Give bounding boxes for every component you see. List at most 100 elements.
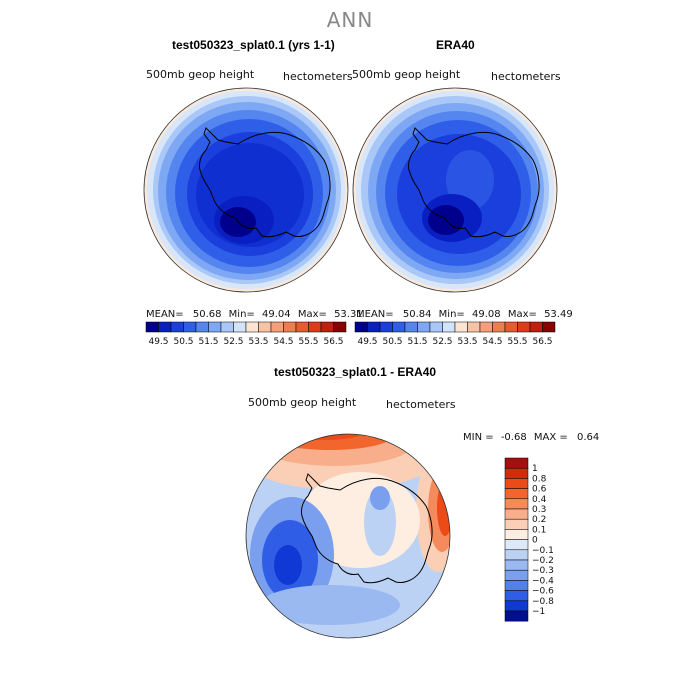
panel-1-stats: MEAN= 50.68 Min= 49.04 Max= 53.31 xyxy=(146,309,363,320)
colorbar-diff-swatch-6 xyxy=(504,518,529,530)
colorbar-diff-swatch-13 xyxy=(504,590,529,602)
colorbar-panel-2-swatch-3 xyxy=(392,321,406,333)
panel-3-title: test050323_splat0.1 - ERA40 xyxy=(274,365,437,379)
panel-1-units: hectometers xyxy=(283,70,353,83)
colorbar-diff-swatch-11 xyxy=(504,569,529,581)
colorbar-panel-2-swatch-2 xyxy=(379,321,393,333)
colorbar-panel-1-label-2: 51.5 xyxy=(198,337,218,347)
colorbar-diff-label-6: 0.1 xyxy=(532,525,546,535)
colorbar-panel-2-label-0: 49.5 xyxy=(357,337,377,347)
panel-1-title: test050323_splat0.1 (yrs 1-1) xyxy=(172,38,335,52)
panel-3-stats: MIN = -0.68 MAX = 0.64 xyxy=(463,432,599,443)
colorbar-diff-swatch-12 xyxy=(504,580,529,591)
colorbar-panel-1-swatch-13 xyxy=(308,321,322,333)
colorbar-panel-1-swatch-12 xyxy=(295,321,309,333)
figure-title: ANN xyxy=(326,8,374,32)
colorbar-panel-1-swatch-10 xyxy=(270,321,284,333)
colorbar-diff-swatch-7 xyxy=(504,529,529,540)
panel-2-map xyxy=(352,87,558,293)
panel-2-max-label: Max= xyxy=(507,309,537,320)
colorbar-panel-2-swatch-4 xyxy=(404,321,418,333)
colorbar-panel-1-label-6: 55.5 xyxy=(298,337,318,347)
colorbar-diff-swatch-14 xyxy=(504,600,529,612)
colorbar-diff-swatch-5 xyxy=(504,508,529,520)
colorbar-diff-label-10: −0.3 xyxy=(532,566,554,576)
colorbar-panel-1-label-3: 52.5 xyxy=(223,337,243,347)
colorbar-diff-swatch-15 xyxy=(504,610,529,622)
panel-2-mean: 50.84 xyxy=(402,309,432,320)
panel-2-title: ERA40 xyxy=(436,38,475,52)
panel-1-mean: 50.68 xyxy=(192,309,222,320)
panel-3-max: 0.64 xyxy=(576,432,600,443)
colorbar-panel-1-label-5: 54.5 xyxy=(273,337,293,347)
colorbar-panel-2-swatch-14 xyxy=(529,321,543,333)
colorbar-diff-label-4: 0.3 xyxy=(532,505,546,515)
colorbar-diff: 10.80.60.40.30.20.10−0.1−0.2−0.3−0.4−0.6… xyxy=(504,457,554,622)
panel-1-map xyxy=(143,87,349,293)
colorbar-diff-swatch-3 xyxy=(504,488,529,500)
colorbar-panel-2-label-2: 51.5 xyxy=(407,337,427,347)
colorbar-panel-1: 49.5 50.5 51.5 52.5 53.5 54.5 55.5 56.5 xyxy=(145,321,347,347)
colorbar-panel-1-swatch-5 xyxy=(208,321,222,333)
colorbar-panel-2-label-1: 50.5 xyxy=(382,337,402,347)
colorbar-panel-1-swatch-2 xyxy=(170,321,184,333)
colorbar-diff-label-9: −0.2 xyxy=(532,556,554,566)
colorbar-diff-label-8: −0.1 xyxy=(532,546,554,556)
panel-1-border xyxy=(143,87,349,293)
colorbar-panel-2: 49.5 50.5 51.5 52.5 53.5 54.5 55.5 56.5 xyxy=(354,321,556,347)
panel-3-center-neg-2 xyxy=(370,486,390,510)
colorbar-diff-swatch-8 xyxy=(504,539,529,551)
colorbar-diff-label-5: 0.2 xyxy=(532,515,546,525)
colorbar-panel-2-swatch-12 xyxy=(504,321,518,333)
colorbar-diff-label-14: −1 xyxy=(532,607,545,617)
colorbar-panel-1-swatch-0 xyxy=(145,321,159,333)
colorbar-diff-label-7: 0 xyxy=(532,536,538,546)
colorbar-panel-2-swatch-10 xyxy=(479,321,493,333)
colorbar-panel-1-swatch-9 xyxy=(258,321,272,333)
colorbar-panel-2-label-5: 54.5 xyxy=(482,337,502,347)
colorbar-panel-1-swatch-14 xyxy=(320,321,334,333)
colorbar-diff-label-12: −0.6 xyxy=(532,587,554,597)
colorbar-panel-1-swatch-15 xyxy=(333,321,347,333)
panel-2-min-label: Min= xyxy=(438,309,465,320)
colorbar-diff-swatch-9 xyxy=(504,549,529,561)
colorbar-diff-label-13: −0.8 xyxy=(532,597,554,607)
panel-2-mean-label: MEAN= xyxy=(356,309,394,320)
colorbar-panel-1-swatch-3 xyxy=(183,321,197,333)
colorbar-diff-swatch-2 xyxy=(504,478,529,489)
panel-3-map xyxy=(245,433,451,639)
panel-3-units: hectometers xyxy=(386,398,456,411)
panel-1-mean-label: MEAN= xyxy=(146,309,184,320)
colorbar-panel-1-label-7: 56.5 xyxy=(323,337,343,347)
panel-3-max-label: MAX = xyxy=(533,432,568,443)
colorbar-panel-2-swatch-7 xyxy=(442,321,456,333)
panel-3-north-pos-4 xyxy=(285,434,365,440)
panel-3-min: -0.68 xyxy=(500,432,527,443)
colorbar-diff-swatch-4 xyxy=(504,498,529,510)
colorbar-panel-2-label-3: 52.5 xyxy=(432,337,452,347)
panel-2-units: hectometers xyxy=(491,70,561,83)
colorbar-diff-swatch-10 xyxy=(504,559,529,571)
panel-1-max: 53.31 xyxy=(334,309,363,320)
colorbar-panel-2-label-6: 55.5 xyxy=(507,337,527,347)
colorbar-panel-1-swatch-1 xyxy=(158,321,172,333)
colorbar-panel-2-swatch-9 xyxy=(467,321,481,333)
colorbar-panel-1-label-0: 49.5 xyxy=(148,337,168,347)
colorbar-panel-2-swatch-6 xyxy=(429,321,443,333)
colorbar-panel-2-label-7: 56.5 xyxy=(532,337,552,347)
colorbar-panel-2-swatch-0 xyxy=(354,321,368,333)
panel-2-variable: 500mb geop height xyxy=(352,68,461,81)
colorbar-diff-swatch-1 xyxy=(504,467,529,479)
panel-1-min: 49.04 xyxy=(261,309,291,320)
colorbar-panel-1-swatch-7 xyxy=(233,321,247,333)
colorbar-panel-2-label-4: 53.5 xyxy=(457,337,477,347)
colorbar-panel-1-swatch-4 xyxy=(195,321,209,333)
colorbar-panel-1-label-4: 53.5 xyxy=(248,337,268,347)
panel-3-east-pos-3 xyxy=(437,480,450,536)
colorbar-diff-swatch-0 xyxy=(504,457,529,469)
colorbar-panel-2-swatch-11 xyxy=(492,321,506,333)
panel-3-variable: 500mb geop height xyxy=(248,396,357,409)
colorbar-panel-1-swatch-8 xyxy=(245,321,259,333)
panel-3-min-label: MIN = xyxy=(463,432,494,443)
